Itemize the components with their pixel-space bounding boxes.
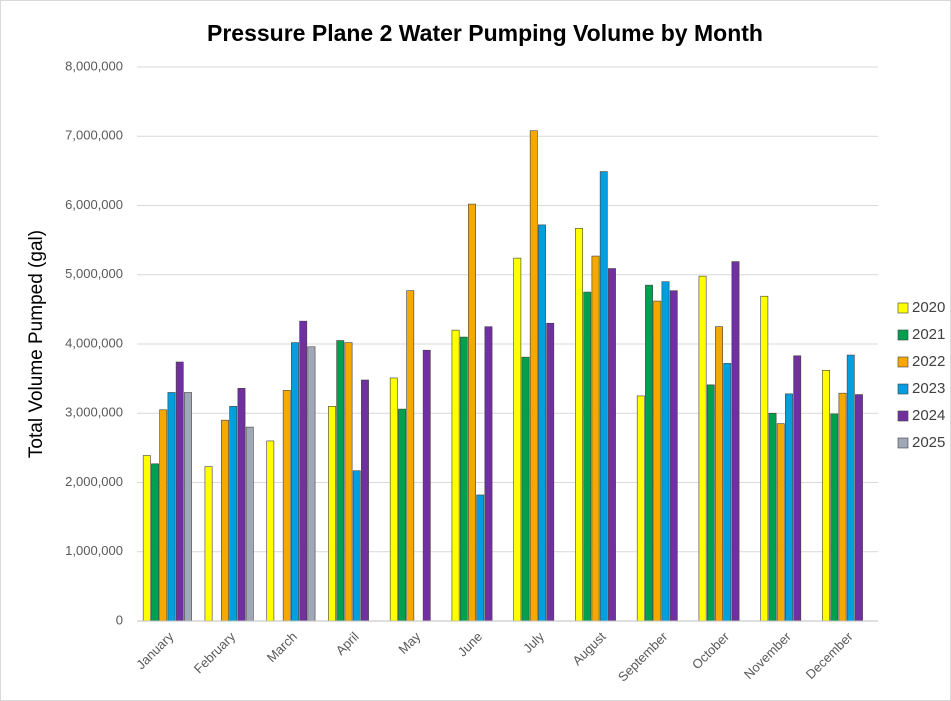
bar: [838, 392, 847, 622]
bar: [307, 346, 316, 622]
bar: [361, 379, 369, 622]
bar: [830, 413, 839, 622]
bar: [608, 268, 616, 622]
bar: [706, 384, 715, 622]
bar: [529, 130, 538, 622]
bar: [352, 470, 361, 622]
bar: [768, 412, 777, 622]
bar: [406, 290, 415, 622]
bar: [731, 261, 740, 622]
legend-swatch: [897, 302, 909, 314]
bar: [855, 394, 863, 622]
bar: [221, 419, 229, 622]
bar: [237, 388, 246, 622]
legend-label: 2021: [912, 326, 945, 343]
bar: [159, 409, 168, 622]
bar: [484, 326, 493, 622]
bar: [142, 455, 151, 622]
bar: [282, 390, 291, 622]
bar: [398, 408, 406, 622]
bar: [167, 392, 176, 622]
y-tick-label: 1,000,000: [65, 543, 123, 558]
bar: [336, 340, 345, 622]
y-tick-label: 0: [116, 612, 123, 627]
bar: [645, 284, 653, 622]
bar: [299, 320, 308, 622]
y-tick-label: 8,000,000: [65, 58, 123, 73]
bar: [591, 255, 600, 622]
bar: [785, 393, 793, 622]
y-tick-label: 6,000,000: [65, 197, 123, 212]
bar: [653, 300, 662, 622]
bar: [636, 395, 645, 622]
bar: [151, 463, 159, 622]
legend-swatch: [897, 329, 909, 341]
bar: [328, 406, 336, 622]
bar: [513, 257, 522, 622]
bar: [451, 329, 460, 622]
bar: [245, 426, 254, 622]
bar: [389, 377, 398, 622]
y-tick-label: 7,000,000: [65, 128, 123, 143]
bar: [538, 224, 546, 622]
bar: [422, 349, 431, 622]
bar: [344, 342, 353, 622]
bar: [546, 322, 555, 622]
y-axis-label: Total Volume Pumped (gal): [26, 230, 47, 458]
bar: [661, 281, 670, 622]
bar: [760, 295, 769, 622]
bar: [175, 361, 184, 622]
bar: [846, 354, 855, 622]
bar: [793, 355, 802, 622]
legend-label: 2020: [912, 299, 945, 316]
bar: [476, 494, 485, 622]
bar: [468, 203, 476, 622]
bar: [459, 336, 468, 622]
bar: [229, 406, 238, 622]
legend-label: 2025: [912, 434, 945, 451]
legend-label: 2023: [912, 380, 945, 397]
bar: [715, 326, 723, 622]
y-tick-label: 2,000,000: [65, 474, 123, 489]
bar: [723, 363, 732, 622]
bar: [583, 291, 592, 622]
legend-swatch: [897, 410, 909, 422]
bar: [575, 228, 583, 622]
y-tick-label: 5,000,000: [65, 266, 123, 281]
legend-swatch: [897, 356, 909, 368]
bar: [698, 275, 707, 622]
bar: [599, 171, 608, 622]
bar: [776, 423, 785, 622]
legend-swatch: [897, 437, 909, 449]
bar: [291, 342, 299, 622]
legend-swatch: [897, 383, 909, 395]
legend-label: 2022: [912, 353, 945, 370]
bar: [822, 370, 830, 622]
bar: [266, 440, 275, 622]
bar: [184, 392, 192, 622]
bar: [521, 356, 530, 622]
chart-title: Pressure Plane 2 Water Pumping Volume by…: [207, 20, 763, 46]
y-tick-label: 4,000,000: [65, 335, 123, 350]
bar: [204, 466, 213, 622]
legend-label: 2024: [912, 407, 945, 424]
y-tick-label: 3,000,000: [65, 405, 123, 420]
bar: [669, 290, 678, 622]
